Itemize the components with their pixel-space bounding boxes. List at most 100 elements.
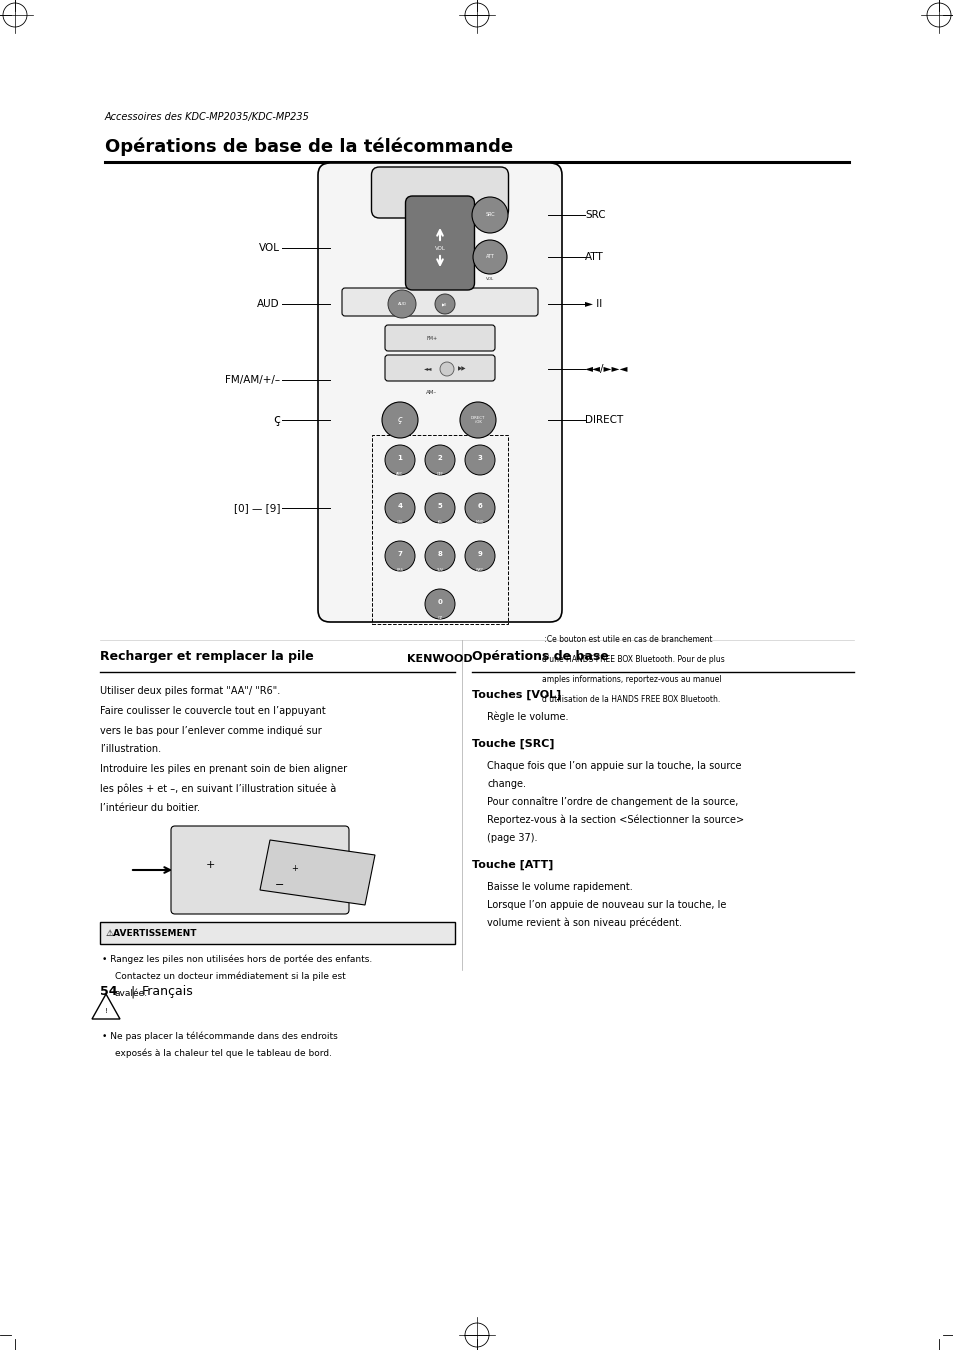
FancyBboxPatch shape xyxy=(317,163,561,622)
Text: Reportez-vous à la section <Sélectionner la source>: Reportez-vous à la section <Sélectionner… xyxy=(486,815,743,825)
Circle shape xyxy=(424,446,455,475)
Circle shape xyxy=(472,197,507,234)
Text: • Ne pas placer la télécommande dans des endroits: • Ne pas placer la télécommande dans des… xyxy=(102,1031,337,1041)
Text: [0] — [9]: [0] — [9] xyxy=(233,504,280,513)
Text: Utiliser deux piles format "AA"/ "R6".: Utiliser deux piles format "AA"/ "R6". xyxy=(100,686,280,697)
Text: amples informations, reportez-vous au manuel: amples informations, reportez-vous au ma… xyxy=(541,675,720,684)
Text: 6: 6 xyxy=(477,504,482,509)
Text: exposés à la chaleur tel que le tableau de bord.: exposés à la chaleur tel que le tableau … xyxy=(115,1049,332,1058)
FancyBboxPatch shape xyxy=(385,355,495,381)
Text: 8: 8 xyxy=(437,551,442,558)
Text: −: − xyxy=(275,880,284,890)
FancyBboxPatch shape xyxy=(405,196,474,290)
Circle shape xyxy=(424,541,455,571)
Polygon shape xyxy=(91,994,120,1019)
Text: AM–: AM– xyxy=(426,390,437,396)
Text: Touche [ATT]: Touche [ATT] xyxy=(472,860,553,871)
Text: Pour connaître l’ordre de changement de la source,: Pour connaître l’ordre de changement de … xyxy=(486,796,738,807)
Text: GHI: GHI xyxy=(396,520,403,524)
Polygon shape xyxy=(260,840,375,905)
Text: Opérations de base: Opérations de base xyxy=(472,649,608,663)
Text: ⚠AVERTISSEMENT: ⚠AVERTISSEMENT xyxy=(106,929,197,937)
Text: 3: 3 xyxy=(477,455,482,460)
FancyBboxPatch shape xyxy=(371,167,508,217)
Text: Accessoires des KDC-MP2035/KDC-MP235: Accessoires des KDC-MP2035/KDC-MP235 xyxy=(105,112,310,122)
Text: ABC: ABC xyxy=(395,472,403,477)
Text: VOL: VOL xyxy=(258,243,280,252)
Text: d’utilisation de la HANDS FREE BOX Bluetooth.: d’utilisation de la HANDS FREE BOX Bluet… xyxy=(541,695,720,703)
Text: l’intérieur du boitier.: l’intérieur du boitier. xyxy=(100,803,200,813)
Text: !: ! xyxy=(105,1008,108,1014)
Text: 5: 5 xyxy=(437,504,442,509)
Circle shape xyxy=(385,541,415,571)
Text: Opérations de base de la télécommande: Opérations de base de la télécommande xyxy=(105,138,513,157)
Text: |: | xyxy=(130,986,134,998)
Text: ► II: ► II xyxy=(584,298,601,309)
Text: vers le bas pour l’enlever comme indiqué sur: vers le bas pour l’enlever comme indiqué… xyxy=(100,725,321,736)
Text: 1: 1 xyxy=(397,455,402,460)
Text: OZ: OZ xyxy=(437,616,442,620)
Text: ATT: ATT xyxy=(485,255,494,259)
Text: 4: 4 xyxy=(397,504,402,509)
Text: ç: ç xyxy=(397,416,402,424)
Text: ▶▶: ▶▶ xyxy=(457,366,466,371)
Text: SRC: SRC xyxy=(485,212,495,217)
Text: KENWOOD: KENWOOD xyxy=(407,653,473,664)
Text: AUD: AUD xyxy=(257,298,280,309)
FancyBboxPatch shape xyxy=(171,826,349,914)
Text: avalée.: avalée. xyxy=(115,990,148,998)
Text: PRS: PRS xyxy=(396,568,403,572)
Text: 0: 0 xyxy=(437,599,442,605)
Text: volume revient à son niveau précédent.: volume revient à son niveau précédent. xyxy=(486,918,681,929)
Text: ATT: ATT xyxy=(584,252,603,262)
Text: Baisse le volume rapidement.: Baisse le volume rapidement. xyxy=(486,882,632,892)
Text: MNO: MNO xyxy=(476,520,484,524)
Circle shape xyxy=(459,402,496,437)
Text: DIRECT: DIRECT xyxy=(584,414,622,425)
Text: DIRECT
/OK: DIRECT /OK xyxy=(471,416,485,424)
Circle shape xyxy=(439,362,454,377)
Text: TUV: TUV xyxy=(436,568,443,572)
Text: +: + xyxy=(205,860,214,869)
Text: l’illustration.: l’illustration. xyxy=(100,744,161,755)
Circle shape xyxy=(388,290,416,319)
Text: • Rangez les piles non utilisées hors de portée des enfants.: • Rangez les piles non utilisées hors de… xyxy=(102,954,372,964)
Circle shape xyxy=(385,446,415,475)
Circle shape xyxy=(464,493,495,522)
Text: Recharger et remplacer la pile: Recharger et remplacer la pile xyxy=(100,649,314,663)
Circle shape xyxy=(473,240,506,274)
Text: FM/AM/+/–: FM/AM/+/– xyxy=(225,375,280,385)
Circle shape xyxy=(385,493,415,522)
Text: 2: 2 xyxy=(437,455,442,460)
Text: 7: 7 xyxy=(397,551,402,558)
Text: +: + xyxy=(292,864,298,872)
Text: WXY: WXY xyxy=(476,568,483,572)
Text: ▶II: ▶II xyxy=(442,302,447,306)
Text: Lorsque l’on appuie de nouveau sur la touche, le: Lorsque l’on appuie de nouveau sur la to… xyxy=(486,900,725,910)
Text: VOL: VOL xyxy=(435,246,445,251)
Text: Français: Français xyxy=(142,986,193,998)
Text: VOL: VOL xyxy=(485,277,494,281)
Text: Touche [SRC]: Touche [SRC] xyxy=(472,738,554,749)
Text: ç: ç xyxy=(273,413,280,427)
Text: Introduire les piles en prenant soin de bien aligner: Introduire les piles en prenant soin de … xyxy=(100,764,347,774)
Text: ◄◄/►►◄: ◄◄/►►◄ xyxy=(584,364,628,374)
Circle shape xyxy=(464,541,495,571)
Text: Chaque fois que l’on appuie sur la touche, la source: Chaque fois que l’on appuie sur la touch… xyxy=(486,761,740,771)
Circle shape xyxy=(381,402,417,437)
Text: Faire coulisser le couvercle tout en l’appuyant: Faire coulisser le couvercle tout en l’a… xyxy=(100,706,325,716)
Bar xyxy=(100,922,455,944)
FancyBboxPatch shape xyxy=(341,288,537,316)
Text: 54: 54 xyxy=(100,986,117,998)
Circle shape xyxy=(435,294,455,315)
Text: (page 37).: (page 37). xyxy=(486,833,537,842)
Text: Touches [VOL]: Touches [VOL] xyxy=(472,690,560,701)
Text: DEF: DEF xyxy=(436,472,443,477)
Text: les pôles + et –, en suivant l’illustration située à: les pôles + et –, en suivant l’illustrat… xyxy=(100,783,335,794)
Text: :Ce bouton est utile en cas de branchement: :Ce bouton est utile en cas de brancheme… xyxy=(541,634,712,644)
Text: FM+: FM+ xyxy=(426,336,437,342)
Text: ◄◄: ◄◄ xyxy=(423,366,432,371)
Text: Règle le volume.: Règle le volume. xyxy=(486,711,568,722)
Text: JKL: JKL xyxy=(436,520,442,524)
Circle shape xyxy=(424,493,455,522)
